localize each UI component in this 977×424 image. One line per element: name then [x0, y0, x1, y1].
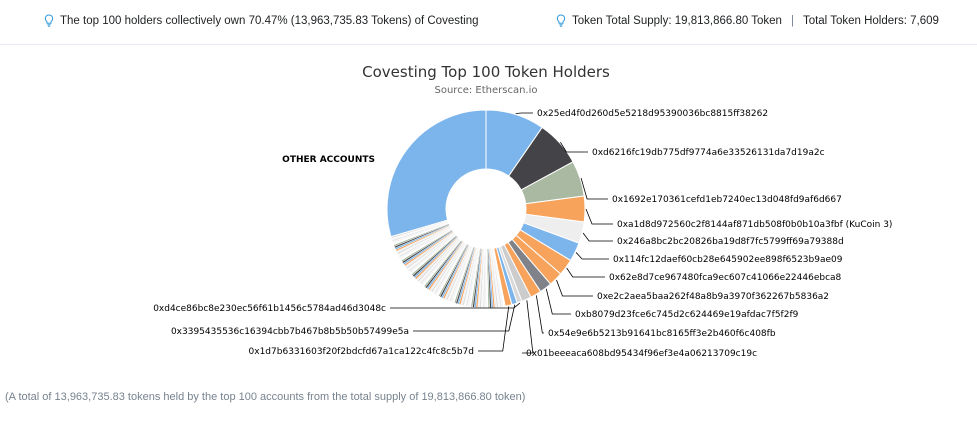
label-connector-line [478, 306, 510, 352]
slice-label-right-2: 0xd6216fc19db775df9774a6e33526131da7d19a… [592, 148, 825, 158]
label-connector-line [585, 208, 613, 225]
donut-chart-svg: Covesting Top 100 Token Holders Source: … [153, 63, 892, 359]
label-connector-line [522, 300, 534, 354]
slice-label-right-10: 0x54e9e6b5213b91641bc8165ff3e2b460f6c408… [548, 329, 776, 339]
lightbulb-icon [556, 14, 566, 27]
slice-label-right-9: 0xb8079d23fce6c745d2c624469e19afdac7f5f2… [575, 310, 799, 320]
slice-label-left-1: 0xd4ce86bc8e230ec56f61b1456c5784ad46d304… [153, 304, 386, 314]
slice-label-right-11: 0x01beeeaca608bd95434f96ef3e4a06213709c1… [526, 349, 757, 359]
slice-label-right-6: 0x114fc12daef60cb28e645902ee898f6523b9ae… [613, 255, 843, 265]
slice-label-left-3: 0x1d7b6331603f20f2bdcfd67a1ca122c4fc8c5b… [249, 347, 474, 357]
chart-subtitle: Source: Etherscan.io [435, 85, 538, 96]
chart-title: Covesting Top 100 Token Holders [362, 63, 610, 81]
label-connector-line [575, 252, 609, 260]
total-holders-text: Total Token Holders: 7,609 [802, 14, 939, 27]
supply-stat: Token Total Supply: 19,813,866.80 Token … [556, 14, 939, 27]
footer-note: (A total of 13,963,735.83 tokens held by… [5, 391, 526, 403]
label-connector-line [413, 304, 516, 332]
top-holders-stat: The top 100 holders collectively own 70.… [44, 14, 479, 27]
slice-label-right-7: 0x62e8d7ce967480fca9ec607c41066e22446ebc… [609, 273, 842, 283]
holders-chart: Covesting Top 100 Token Holders Source: … [0, 45, 977, 375]
lightbulb-icon [44, 14, 54, 27]
other-accounts-slice[interactable] [386, 109, 487, 238]
total-supply-text: Token Total Supply: 19,813,866.80 Token [572, 14, 782, 27]
stat-separator: | [790, 14, 794, 27]
label-connector-line [580, 177, 608, 200]
chart-slices [386, 109, 586, 309]
label-connector-line [566, 267, 605, 278]
slice-labels: 0x25ed4f0d260d5e5218d95390036bc8815ff382… [153, 109, 892, 359]
other-accounts-label: OTHER ACCOUNTS [282, 155, 375, 165]
label-connector-line [545, 288, 571, 315]
slice-label-right-8: 0xe2c2aea5baa262f48a8b9a3970f362267b5836… [597, 292, 829, 302]
slice-label-right-1: 0x25ed4f0d260d5e5218d95390036bc8815ff382… [537, 109, 768, 119]
label-connector-line [560, 141, 588, 153]
holders-stats-bar: The top 100 holders collectively own 70.… [0, 0, 977, 45]
slice-label-right-4: 0xa1d8d972560c2f8144af871db508f0b0b10a3f… [617, 220, 892, 230]
label-connectors [390, 112, 613, 354]
label-connector-line [515, 112, 533, 114]
label-connector-line [535, 295, 544, 334]
label-connector-line [556, 279, 593, 297]
slice-label-right-5: 0x246a8bc2bc20826ba19d8f7fc5799ff69a7938… [617, 237, 844, 247]
label-connector-line [582, 232, 613, 242]
slice-label-left-2: 0x3395435536c16394cbb7b467b8b5b50b57499e… [171, 327, 409, 337]
top-holders-text: The top 100 holders collectively own 70.… [60, 14, 479, 27]
slice-label-right-3: 0x1692e170361cefd1eb7240ec13d048fd9af6d6… [612, 195, 842, 205]
